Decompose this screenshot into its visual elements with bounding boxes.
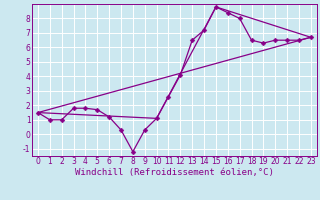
X-axis label: Windchill (Refroidissement éolien,°C): Windchill (Refroidissement éolien,°C) [75,168,274,177]
